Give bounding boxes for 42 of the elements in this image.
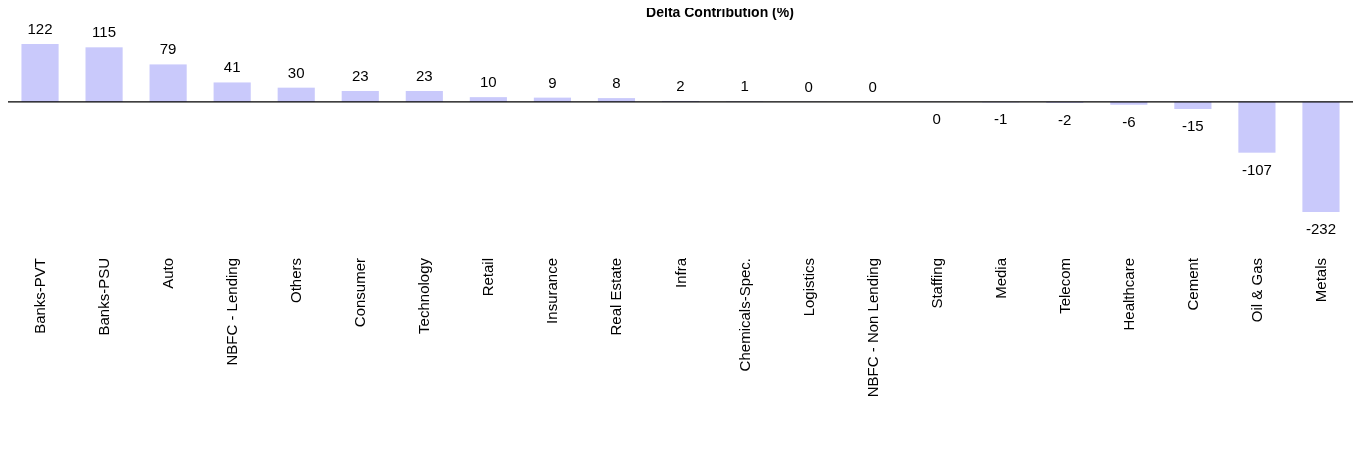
data-label: 79	[159, 40, 177, 58]
x-tick-label: Media	[991, 257, 1009, 299]
x-tick-label: Retail	[479, 258, 497, 297]
data-label: 23	[351, 66, 369, 84]
data-label: 9	[548, 73, 557, 91]
x-tick-label: Banks-PVT	[31, 258, 49, 334]
data-label: -15	[1182, 117, 1204, 135]
x-tick-label: Metals	[1311, 258, 1329, 303]
x-tick-label: Infra	[671, 257, 689, 289]
data-label: 8	[612, 74, 621, 92]
data-label: 115	[92, 23, 117, 41]
x-tick-label: Cement	[1183, 257, 1201, 311]
data-label: -2	[1058, 110, 1072, 128]
data-label: 23	[415, 66, 433, 84]
x-tick-label: Real Estate	[607, 258, 625, 336]
data-label: 0	[804, 77, 813, 95]
data-label: -1	[994, 110, 1008, 128]
x-tick-label: Others	[287, 258, 305, 304]
data-label: 0	[868, 77, 877, 95]
data-label: 10	[480, 73, 497, 91]
x-tick-label: Oil & Gas	[1247, 258, 1265, 323]
x-tick-label: Logistics	[799, 258, 817, 317]
data-label: -6	[1122, 112, 1136, 130]
x-tick-label: Insurance	[543, 258, 561, 324]
x-tick-label: Auto	[159, 258, 177, 289]
x-tick-label: NBFC - Lending	[223, 258, 241, 366]
x-tick-label: Staffing	[927, 258, 945, 309]
data-label: 122	[27, 20, 53, 37]
data-label: -232	[1305, 220, 1336, 237]
x-tick-label: Chemicals-Spec.	[735, 258, 753, 372]
data-label: 41	[223, 58, 241, 76]
x-tick-label: Banks-PSU	[95, 258, 113, 336]
x-tick-label: Telecom	[1055, 258, 1073, 314]
data-label: 2	[676, 76, 685, 94]
x-tick-label: NBFC - Non Lending	[863, 258, 881, 398]
data-label: 0	[932, 110, 941, 128]
x-tick-label: Technology	[415, 257, 433, 334]
data-label: 1	[740, 77, 749, 95]
data-label: 30	[287, 63, 305, 81]
data-label: -107	[1241, 160, 1272, 178]
x-tick-label: Healthcare	[1119, 258, 1137, 331]
x-tick-label: Consumer	[351, 258, 369, 328]
